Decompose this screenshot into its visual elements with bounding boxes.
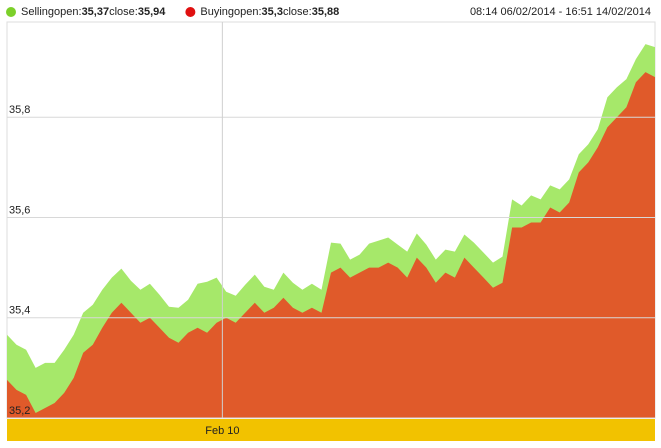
legend-entry: Sellingopen:35,37close:35,94: [6, 6, 166, 18]
date-range: 08:14 06/02/2014 - 16:51 14/02/2014: [470, 6, 651, 18]
legend-open: 35,3: [262, 6, 283, 18]
legend-entry: Buyingopen:35,3close:35,88: [185, 6, 339, 18]
legend-close-label: close:: [109, 6, 138, 18]
legend-open-label: open:: [234, 6, 262, 18]
y-tick-label: 35,2: [9, 405, 30, 417]
legend-open: 35,37: [82, 6, 110, 18]
x-axis-bar: [7, 419, 655, 441]
x-tick-label: Feb 10: [205, 425, 239, 437]
legend-text: Sellingopen:35,37close:35,94: [21, 6, 166, 18]
legend-open-label: open:: [54, 6, 82, 18]
y-tick-label: 35,8: [9, 104, 30, 116]
legend-name: Selling: [21, 6, 54, 18]
area-1: [7, 72, 655, 418]
legend-marker: [6, 7, 16, 17]
y-tick-label: 35,4: [9, 305, 30, 317]
legend-close-label: close:: [283, 6, 312, 18]
legend-name: Buying: [200, 6, 234, 18]
legend-marker: [185, 7, 196, 17]
legend-close: 35,94: [138, 6, 166, 18]
legend-text: Buyingopen:35,3close:35,88: [200, 6, 339, 18]
y-tick-label: 35,6: [9, 204, 30, 216]
legend-close: 35,88: [312, 6, 340, 18]
